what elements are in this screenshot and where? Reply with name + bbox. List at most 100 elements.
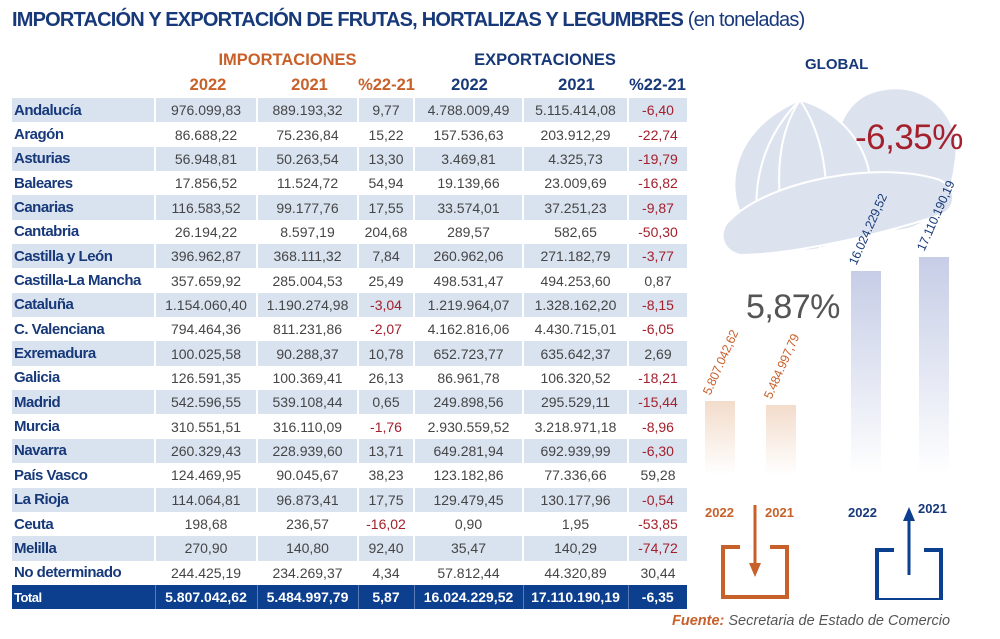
exports-header: EXPORTACIONES bbox=[474, 51, 616, 69]
region-name: Navarra bbox=[12, 438, 155, 464]
cell-value: 260.962,06 bbox=[413, 244, 523, 269]
cell-value: -6,35 bbox=[627, 584, 687, 610]
data-table: Andalucía 976.099,83 889.193,32 9,77 4.788.0… bbox=[12, 98, 687, 610]
imports-bar-2022 bbox=[705, 401, 735, 475]
cell-value: 99.177,76 bbox=[256, 195, 358, 220]
cell-value: -22,74 bbox=[627, 122, 687, 147]
cell-value: 11.524,72 bbox=[256, 171, 358, 196]
cell-value: -16,82 bbox=[627, 171, 687, 196]
cell-value: 270,90 bbox=[154, 536, 257, 561]
cell-value: 75.236,84 bbox=[256, 122, 358, 147]
table-row: Ceuta 198,68 236,57 -16,02 0,90 1,95 -53,85 bbox=[12, 511, 687, 537]
region-name: Baleares bbox=[14, 174, 73, 192]
table-row: La Rioja 114.064,81 96.873,41 17,75 129.479,… bbox=[12, 487, 687, 512]
global-chart: GLOBAL -6,35% 5,87% 5.807.042,62 5.484.99… bbox=[690, 40, 990, 615]
cell-value: 77.336,66 bbox=[522, 463, 628, 488]
region-name: Castilla y León bbox=[12, 244, 155, 269]
cell-value: 33.574,01 bbox=[413, 195, 523, 220]
region-name: Cataluña bbox=[12, 292, 155, 318]
cell-value: 9,77 bbox=[357, 98, 414, 123]
region-name: Melilla bbox=[12, 536, 155, 561]
cell-value: 889.193,32 bbox=[256, 98, 358, 123]
cell-value: 44.320,89 bbox=[522, 560, 628, 585]
table-row: Canarias 116.583,52 99.177,76 17,55 33.574,0… bbox=[12, 195, 687, 220]
imports-change: 5,87% bbox=[746, 288, 840, 326]
cell-value: 8.597,19 bbox=[256, 219, 358, 245]
cell-value: 3.218.971,18 bbox=[522, 414, 628, 439]
cell-value: 635.642,37 bbox=[522, 341, 628, 366]
cell-value: 692.939,99 bbox=[522, 438, 628, 464]
page-title: IMPORTACIÓN Y EXPORTACIÓN DE FRUTAS, HOR… bbox=[12, 9, 805, 32]
cell-value: 1.328.162,20 bbox=[522, 292, 628, 318]
cell-value: 5.115.414,08 bbox=[522, 98, 628, 123]
table-row: Baleares 17.856,52 11.524,72 54,94 19.139,66… bbox=[12, 171, 687, 196]
cell-value: 19.139,66 bbox=[413, 171, 523, 196]
cell-value: 1.154.060,40 bbox=[154, 292, 257, 318]
cell-value: 4.430.715,01 bbox=[522, 317, 628, 342]
col-imp-pct: %22-21 bbox=[358, 76, 415, 94]
col-exp-2021: 2021 bbox=[558, 76, 595, 94]
cell-value: -8,15 bbox=[627, 292, 687, 318]
cell-value: 316.110,09 bbox=[256, 414, 358, 439]
cell-value: 17.110.190,19 bbox=[522, 584, 628, 610]
imports-value-label: 5.484.997,79 bbox=[761, 332, 803, 402]
exp-year-2021: 2021 bbox=[918, 501, 947, 516]
table-row: No determinado 244.425,19 234.269,37 4,34 57… bbox=[12, 560, 687, 585]
cell-value: 100.369,41 bbox=[256, 365, 358, 391]
region-name: Total bbox=[12, 584, 155, 610]
cell-value: -16,02 bbox=[357, 511, 414, 537]
table-row: Murcia 310.551,51 316.110,09 -1,76 2.930.559… bbox=[12, 414, 687, 439]
cell-value: 15,22 bbox=[357, 122, 414, 147]
carrot-shape bbox=[721, 171, 955, 257]
region-name: Madrid bbox=[12, 390, 155, 415]
cell-value: 236,57 bbox=[256, 511, 358, 537]
col-imp-2022: 2022 bbox=[189, 76, 227, 94]
cell-value: 1.190.274,98 bbox=[256, 292, 358, 318]
cell-value: 357.659,92 bbox=[154, 268, 257, 293]
cell-value: -6,40 bbox=[627, 98, 687, 123]
cell-value: 50.263,54 bbox=[256, 146, 358, 172]
cell-value: 86.688,22 bbox=[154, 122, 257, 147]
cell-value: 100.025,58 bbox=[154, 341, 257, 366]
cell-value: -0,54 bbox=[627, 487, 687, 512]
export-box-arrow-up-icon bbox=[875, 507, 943, 600]
cell-value: 116.583,52 bbox=[154, 195, 257, 220]
cell-value: 5.807.042,62 bbox=[154, 584, 257, 610]
region-name: Asturias bbox=[12, 146, 155, 172]
cell-value: 582,65 bbox=[522, 219, 628, 245]
region-name: Exremadura bbox=[12, 341, 155, 366]
cell-value: 260.329,43 bbox=[154, 438, 257, 464]
cell-value: 124.469,95 bbox=[154, 463, 257, 488]
cell-value: -2,07 bbox=[357, 317, 414, 342]
cell-value: 59,28 bbox=[627, 463, 687, 488]
cell-value: 114.064,81 bbox=[154, 487, 257, 512]
table-row: Asturias 56.948,81 50.263,54 13,30 3.469,81 4… bbox=[12, 146, 687, 172]
cell-value: 96.873,41 bbox=[256, 487, 358, 512]
cell-value: -50,30 bbox=[627, 219, 687, 245]
cell-value: 244.425,19 bbox=[154, 560, 257, 585]
cell-value: 203.912,29 bbox=[522, 122, 628, 147]
cell-value: 37.251,23 bbox=[522, 195, 628, 220]
cell-value: 976.099,83 bbox=[154, 98, 257, 123]
total-row: Total 5.807.042,62 5.484.997,79 5,87 16.024.… bbox=[12, 584, 687, 610]
import-box-arrow-down-icon bbox=[721, 505, 789, 599]
cell-value: 4.325,73 bbox=[522, 146, 628, 172]
cell-value: 289,57 bbox=[413, 219, 523, 245]
cell-value: 26,13 bbox=[357, 365, 414, 391]
cell-value: 1.219.964,07 bbox=[413, 292, 523, 318]
cell-value: 0,65 bbox=[357, 390, 414, 415]
imports-bar-2021 bbox=[766, 405, 796, 475]
cell-value: -1,76 bbox=[357, 414, 414, 439]
region-name: País Vasco bbox=[14, 466, 88, 484]
cell-value: 3.469,81 bbox=[413, 146, 523, 172]
table-row: País Vasco 124.469,95 90.045,67 38,23 123.18… bbox=[12, 463, 687, 488]
cell-value: 295.529,11 bbox=[522, 390, 628, 415]
cell-value: 26.194,22 bbox=[154, 219, 257, 245]
table-row: Castilla-La Mancha 357.659,92 285.004,53 25… bbox=[12, 268, 687, 293]
cell-value: 4,34 bbox=[357, 560, 414, 585]
table-row: Melilla 270,90 140,80 92,40 35,47 140,29 -74,7… bbox=[12, 536, 687, 561]
cell-value: 5.484.997,79 bbox=[256, 584, 358, 610]
cell-value: -3,04 bbox=[357, 292, 414, 318]
cell-value: 35,47 bbox=[413, 536, 523, 561]
table-row: Andalucía 976.099,83 889.193,32 9,77 4.788.0… bbox=[12, 98, 687, 123]
